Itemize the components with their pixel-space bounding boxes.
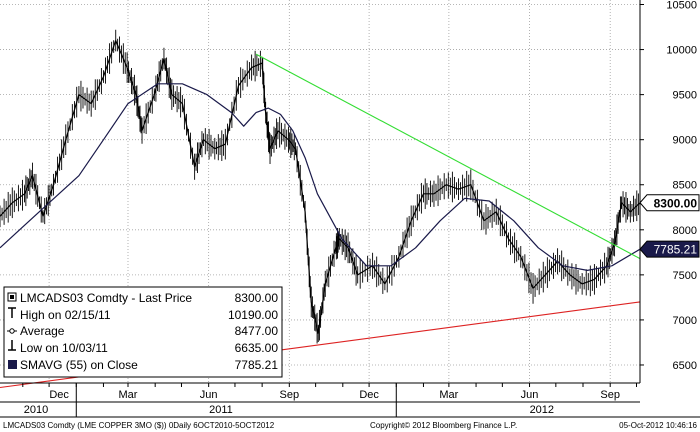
x-tick-label: Mar: [119, 389, 138, 401]
y-tick-label: 8000: [673, 225, 697, 237]
x-tick-label: Dec: [49, 389, 69, 401]
legend-row-high: High on 02/15/11 10190.00: [8, 307, 278, 322]
y-tick-label: 8500: [673, 180, 697, 192]
legend-row-smavg: SMAVG (55) on Close 7785.21: [8, 358, 278, 372]
legend-row-last-price: LMCADS03 Comdty - Last Price 8300.00: [7, 291, 279, 305]
smavg-icon: [8, 360, 17, 369]
legend-label: High on 02/15/11: [20, 308, 111, 322]
y-tick-label: 10000: [666, 45, 697, 57]
y-tick-label: 10500: [666, 0, 697, 12]
grid: [0, 0, 640, 383]
legend-label: Low on 10/03/11: [20, 341, 108, 355]
high-icon: [8, 307, 16, 318]
axes: [0, 0, 700, 418]
average-icon-dot: [9, 328, 15, 334]
legend-value: 8300.00: [235, 291, 279, 305]
legend-label: SMAVG (55) on Close: [20, 358, 138, 372]
x-year-label: 2010: [24, 404, 48, 416]
y-tick-labels: 6500 7000 7500 8000 8500 9000 9500 10000 10500: [666, 0, 697, 372]
footer-left: LMCADS03 Comdty (LME COPPER 3MO ($)) 0Da…: [3, 421, 275, 430]
legend-label: LMCADS03 Comdty - Last Price: [20, 291, 192, 305]
low-icon: [8, 340, 16, 351]
y-tick-label: 7000: [673, 315, 697, 327]
footer: LMCADS03 Comdty (LME COPPER 3MO ($)) 0Da…: [3, 421, 698, 430]
legend-value: 8477.00: [235, 324, 279, 338]
series-line-2: [255, 53, 641, 260]
y-tick-label: 6500: [673, 360, 697, 372]
legend-box: [3, 286, 283, 378]
legend-value: 10190.00: [228, 308, 278, 322]
price-tag-label: 8300.00: [654, 196, 698, 210]
x-tick-label: Sep: [600, 389, 620, 401]
y-tick-label: 9500: [673, 90, 697, 102]
price-tag-label: 7785.21: [654, 243, 698, 257]
x-tick-labels: Dec Mar Jun Sep Dec Mar Jun Sep 2010 2011 2012: [24, 389, 620, 416]
legend-row-low: Low on 10/03/11 6635.00: [8, 340, 278, 355]
price-tag-box: [639, 240, 700, 258]
series-line-1: [0, 83, 641, 271]
x-year-label: 2011: [209, 404, 233, 416]
series-lines: [0, 29, 641, 389]
x-tick-label: Jun: [521, 389, 539, 401]
footer-right: 05-Oct-2012 10:46:16: [619, 421, 697, 430]
legend-value: 7785.21: [235, 358, 279, 372]
price-tags: 8300.00 7785.21: [639, 194, 700, 258]
x-tick-label: Sep: [280, 389, 300, 401]
legend-row-average: Average 8477.00: [7, 324, 278, 338]
legend-value: 6635.00: [235, 341, 279, 355]
legend-label: Average: [20, 324, 65, 338]
y-tick-label: 9000: [673, 135, 697, 147]
legend: LMCADS03 Comdty - Last Price 8300.00 Hig…: [3, 286, 283, 378]
y-tick-label: 7500: [673, 270, 697, 282]
x-tick-label: Jun: [200, 389, 218, 401]
footer-center: Copyright© 2012 Bloomberg Finance L.P.: [370, 421, 517, 430]
x-tick-label: Dec: [359, 389, 379, 401]
x-year-label: 2012: [530, 404, 554, 416]
x-tick-label: Mar: [439, 389, 458, 401]
price-tag-box: [639, 194, 700, 212]
square-icon-inner: [10, 295, 14, 299]
